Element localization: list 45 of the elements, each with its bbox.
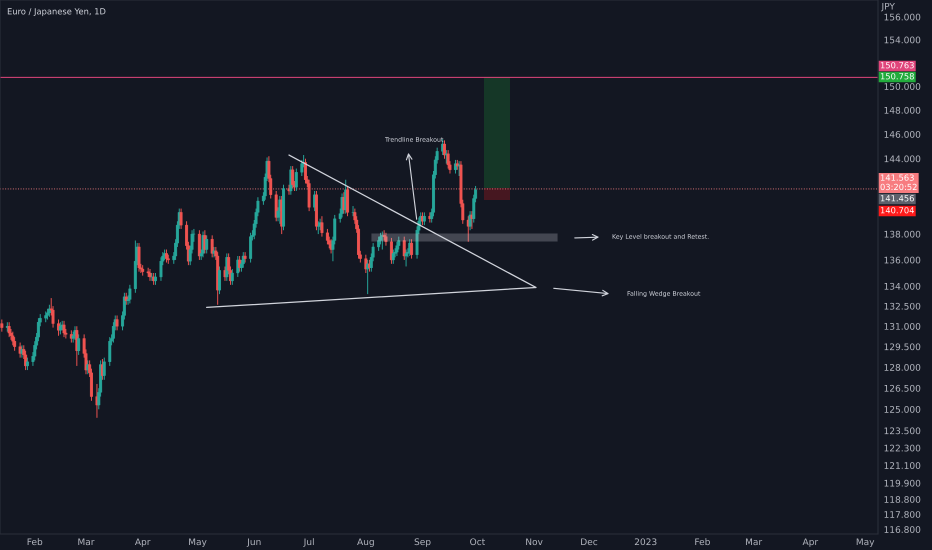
y-axis-title: JPY [881,2,895,12]
text: 150.758 [880,73,914,80]
y-tick-label: 148.000 [884,106,920,114]
x-tick-label: May [189,538,207,547]
y-tick-label: 146.000 [884,131,920,138]
y-tick-label: 134.000 [884,282,920,290]
text: 141.456 [880,195,914,202]
x-tick-label: 2023 [634,538,656,546]
x-tick-label: May [856,538,874,547]
x-tick-label: Feb [28,538,42,546]
y-tick-label: 116.800 [884,526,920,534]
x-tick-label: Nov [526,538,543,546]
y-tick-label: 132.500 [884,302,920,310]
x-tick-label: Aug [357,538,374,547]
x-tick-label: Apr [802,538,818,547]
y-tick-label: 128.000 [884,364,920,371]
y-tick-label: 125.000 [884,406,920,413]
x-tick-label: Mar [78,538,94,546]
ref-line-label: 150.763 [880,62,914,68]
y-tick-label: 118.800 [884,496,920,503]
y-tick-label: 129.500 [884,343,920,350]
y-tick-label: 119.900 [884,480,920,487]
x-tick-label: Sep [414,538,431,547]
ref-line-label: 141.563 03:20:52 [880,174,917,190]
y-tick-label: 123.500 [884,427,920,434]
x-tick-label: Feb [695,538,710,546]
y-tick-label: 126.500 [884,384,920,392]
x-tick-label: Oct [470,538,485,546]
y-tick-label: 131.000 [884,322,920,330]
y-tick-label: 136.000 [884,256,920,264]
x-tick-label: Mar [746,538,762,546]
text: 140.704 [880,207,914,214]
y-tick-label: 138.000 [884,230,920,238]
y-tick-label: 117.800 [884,511,920,518]
x-tick-label: Jun [246,538,261,547]
y-tick-label: 150.000 [884,83,920,90]
y-tick-label: 122.300 [884,444,920,452]
y-tick-label: 144.000 [884,155,920,162]
x-tick-label: Dec [581,538,598,546]
y-tick-label: 156.000 [884,14,920,21]
y-tick-label: 121.100 [884,462,920,469]
text: Euro / Japanese Yen, 1D [8,8,106,16]
x-tick-label: Apr [134,538,150,547]
y-tick-label: 154.000 [884,36,920,44]
x-tick-label: Jul [303,538,314,547]
